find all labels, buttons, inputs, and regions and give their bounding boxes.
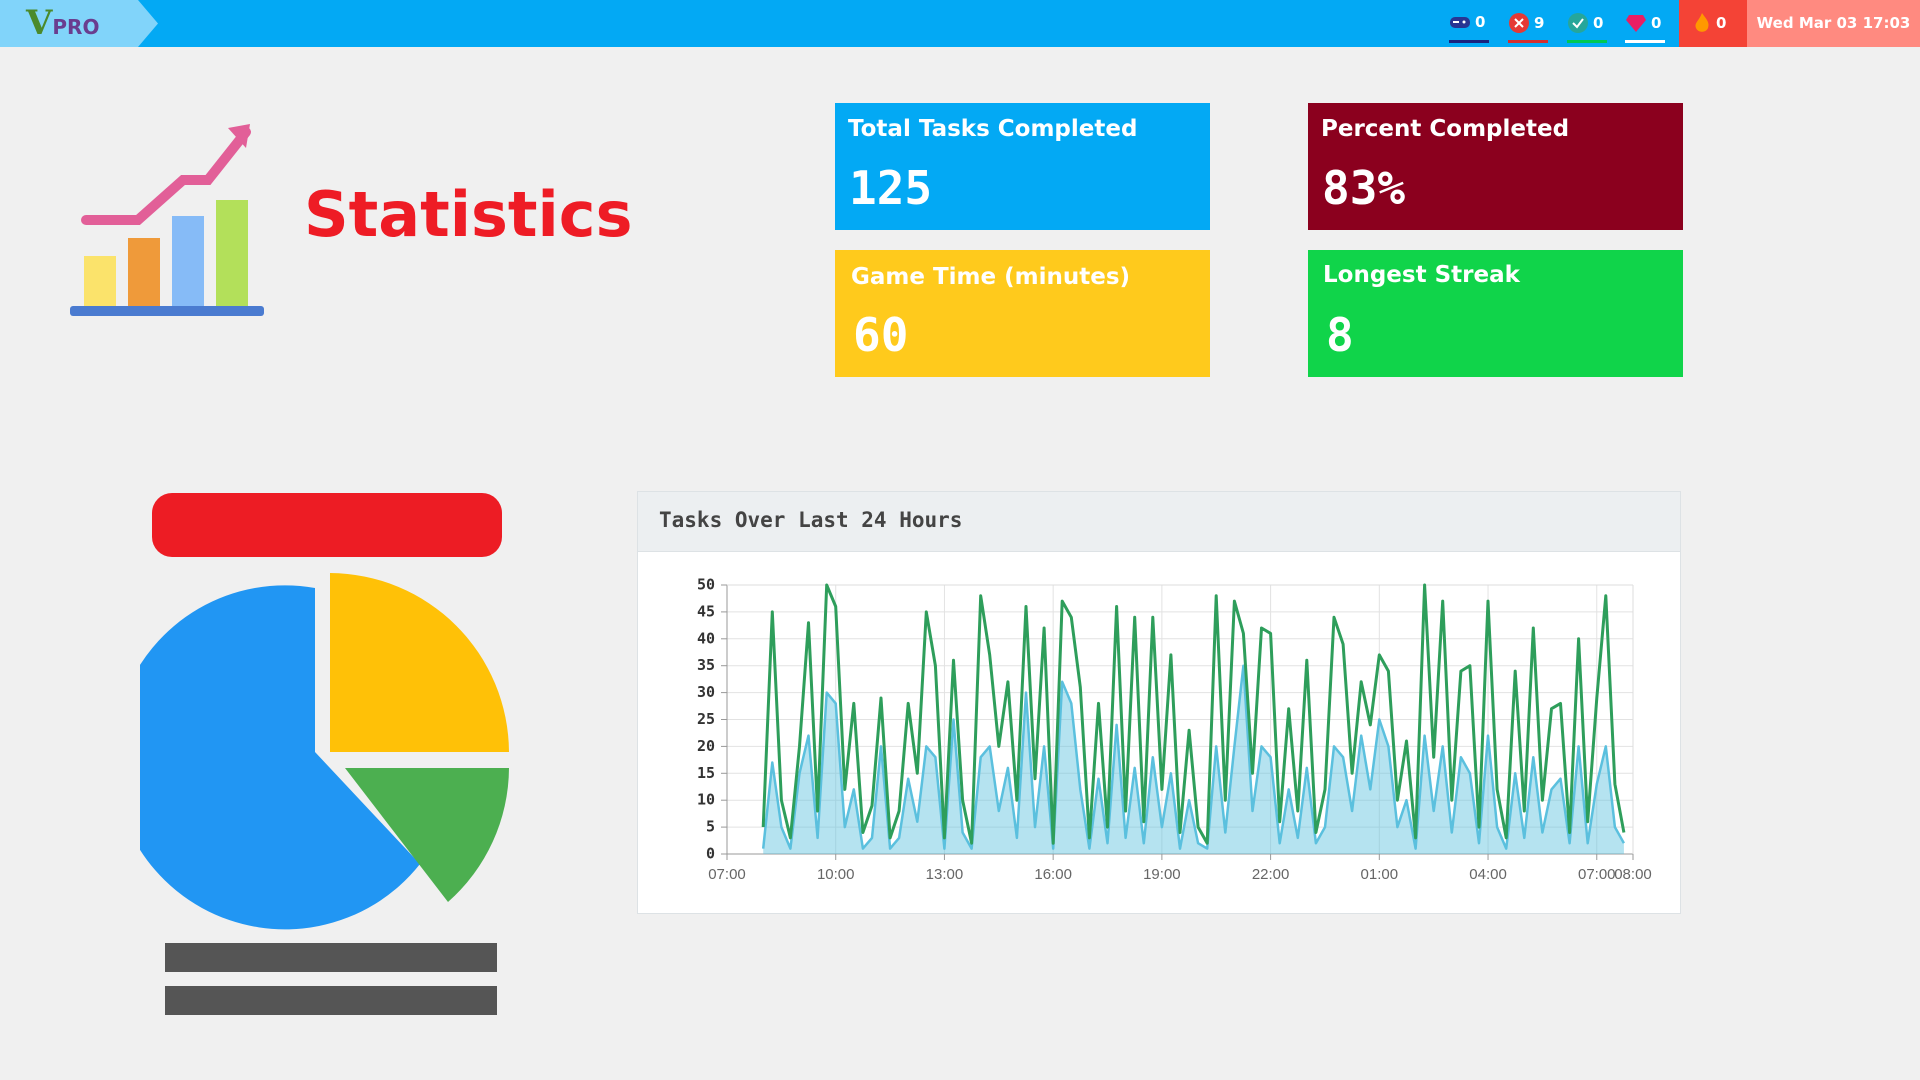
wrong-counter[interactable]: 9 — [1508, 12, 1548, 43]
page-title: Statistics — [304, 178, 633, 251]
logo-text: PRO — [52, 15, 100, 39]
card: Total Tasks Completed 125 — [835, 103, 1210, 230]
underline — [1567, 40, 1607, 43]
gem-counter[interactable]: 0 — [1625, 12, 1665, 43]
card: Game Time (minutes) 60 — [835, 250, 1210, 377]
x-icon — [1509, 13, 1529, 33]
counter-value: 0 — [1475, 12, 1486, 31]
stats-icon — [70, 124, 264, 316]
y-tick-label: 10 — [697, 791, 715, 809]
area-fill — [763, 665, 1624, 854]
counter-value: 0 — [1593, 14, 1604, 32]
logo[interactable]: VPRO — [26, 3, 99, 43]
series-line — [761, 583, 1626, 845]
logo-bg — [0, 0, 158, 47]
x-tick-label: 13:00 — [926, 866, 964, 883]
top-bar: VPRO 0 9 0 0 0 Wed Mar 03 17:03 — [0, 0, 1920, 47]
y-tick-label: 5 — [706, 818, 715, 836]
x-tick-label: 22:00 — [1252, 866, 1290, 883]
y-tick-label: 50 — [697, 576, 715, 594]
y-tick-label: 45 — [697, 602, 715, 620]
x-tick-label: 10:00 — [817, 866, 855, 883]
fire-icon — [1695, 13, 1709, 32]
underline — [1508, 40, 1548, 43]
streak-counter[interactable]: 0 — [1692, 12, 1732, 42]
pie-illustration — [140, 493, 509, 1015]
counter-value: 0 — [1716, 14, 1727, 32]
x-tick-label: 07:00 — [1578, 866, 1616, 883]
x-tick-label: 19:00 — [1143, 866, 1181, 883]
y-tick-label: 20 — [697, 737, 715, 755]
card-value: 83% — [1322, 161, 1406, 215]
counter-value: 0 — [1651, 14, 1662, 32]
x-tick-label: 16:00 — [1034, 866, 1072, 883]
y-tick-label: 0 — [706, 845, 715, 863]
y-tick-label: 15 — [697, 764, 715, 782]
streak-box — [1679, 0, 1747, 47]
panel-header: Tasks Over Last 24 Hours — [638, 492, 1680, 552]
x-tick-label: 01:00 — [1361, 866, 1399, 883]
datetime: Wed Mar 03 17:03 — [1747, 0, 1920, 47]
card: Percent Completed 83% — [1308, 103, 1683, 230]
underline — [1449, 40, 1489, 43]
y-tick-label: 30 — [697, 683, 715, 701]
card-value: 125 — [849, 161, 933, 215]
card-label: Longest Streak — [1323, 262, 1520, 288]
check-icon — [1568, 13, 1588, 33]
games-counter[interactable]: 0 — [1449, 12, 1489, 43]
gem-icon — [1626, 15, 1646, 32]
chart-panel: Tasks Over Last 24 Hours 0 5 10 15 20 25 30 35 4… — [637, 491, 1681, 914]
y-tick-label: 25 — [697, 710, 715, 728]
card-label: Percent Completed — [1321, 116, 1570, 142]
chart: 0 5 10 15 20 25 30 35 40 45 50 07:00 10:00 13:00 16:00… — [697, 576, 1652, 883]
underline — [1625, 40, 1665, 43]
x-tick-label: 08:00 — [1614, 866, 1652, 883]
card: Longest Streak 8 — [1308, 250, 1683, 377]
y-tick-label: 35 — [697, 656, 715, 674]
card-value: 60 — [853, 308, 909, 362]
correct-counter[interactable]: 0 — [1567, 12, 1607, 43]
logo-mark: V — [26, 3, 53, 43]
x-tick-label: 04:00 — [1469, 866, 1507, 883]
y-tick-label: 40 — [697, 629, 715, 647]
x-tick-label: 07:00 — [708, 866, 746, 883]
chart-title: Tasks Over Last 24 Hours — [659, 508, 963, 532]
card-value: 8 — [1326, 308, 1354, 362]
counter-value: 9 — [1534, 14, 1545, 32]
gamepad-icon — [1450, 16, 1470, 28]
card-label: Total Tasks Completed — [848, 116, 1138, 142]
card-label: Game Time (minutes) — [851, 264, 1131, 290]
